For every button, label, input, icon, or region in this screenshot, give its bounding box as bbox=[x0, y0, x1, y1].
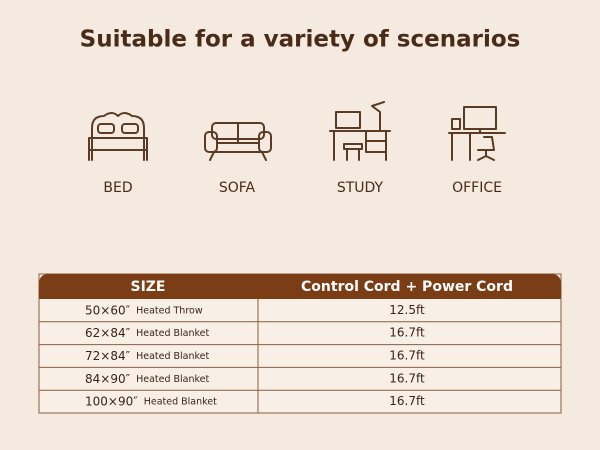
office-icon bbox=[448, 106, 506, 161]
bed-icon bbox=[88, 112, 148, 161]
size-cell: 100×90″ Heated Blanket bbox=[85, 394, 217, 408]
table-header bbox=[39, 274, 561, 299]
size: 62×84″ bbox=[85, 326, 131, 340]
cord-length: 16.7ft bbox=[389, 394, 425, 408]
title: Suitable for a variety of scenarios bbox=[80, 27, 521, 53]
scenario-label: BED bbox=[103, 180, 132, 196]
size: 84×90″ bbox=[85, 371, 131, 385]
cord-length: 16.7ft bbox=[389, 326, 425, 340]
size-cell: 72×84″ Heated Blanket bbox=[85, 349, 210, 363]
column-header: Control Cord + Power Cord bbox=[301, 279, 513, 295]
scenario-label: STUDY bbox=[337, 180, 384, 196]
study-icon bbox=[329, 101, 391, 161]
size: 100×90″ bbox=[85, 394, 138, 408]
size: 72×84″ bbox=[85, 349, 131, 363]
product: Heated Blanket bbox=[136, 351, 209, 362]
size: 50×60″ bbox=[85, 303, 131, 317]
cord-length: 16.7ft bbox=[389, 371, 425, 385]
scenario-label: OFFICE bbox=[452, 180, 502, 196]
sofa-icon bbox=[204, 122, 272, 161]
product: Heated Throw bbox=[136, 305, 203, 316]
size-cell: 62×84″ Heated Blanket bbox=[85, 326, 210, 340]
size-cell: 84×90″ Heated Blanket bbox=[85, 371, 210, 385]
column-header: SIZE bbox=[130, 279, 165, 295]
scenario-label: SOFA bbox=[219, 180, 256, 196]
cord-length: 12.5ft bbox=[389, 303, 425, 317]
product: Heated Blanket bbox=[144, 396, 217, 407]
cord-length: 16.7ft bbox=[389, 349, 425, 363]
size-cell: 50×60″ Heated Throw bbox=[85, 303, 203, 317]
product: Heated Blanket bbox=[136, 328, 209, 339]
product: Heated Blanket bbox=[136, 373, 209, 384]
